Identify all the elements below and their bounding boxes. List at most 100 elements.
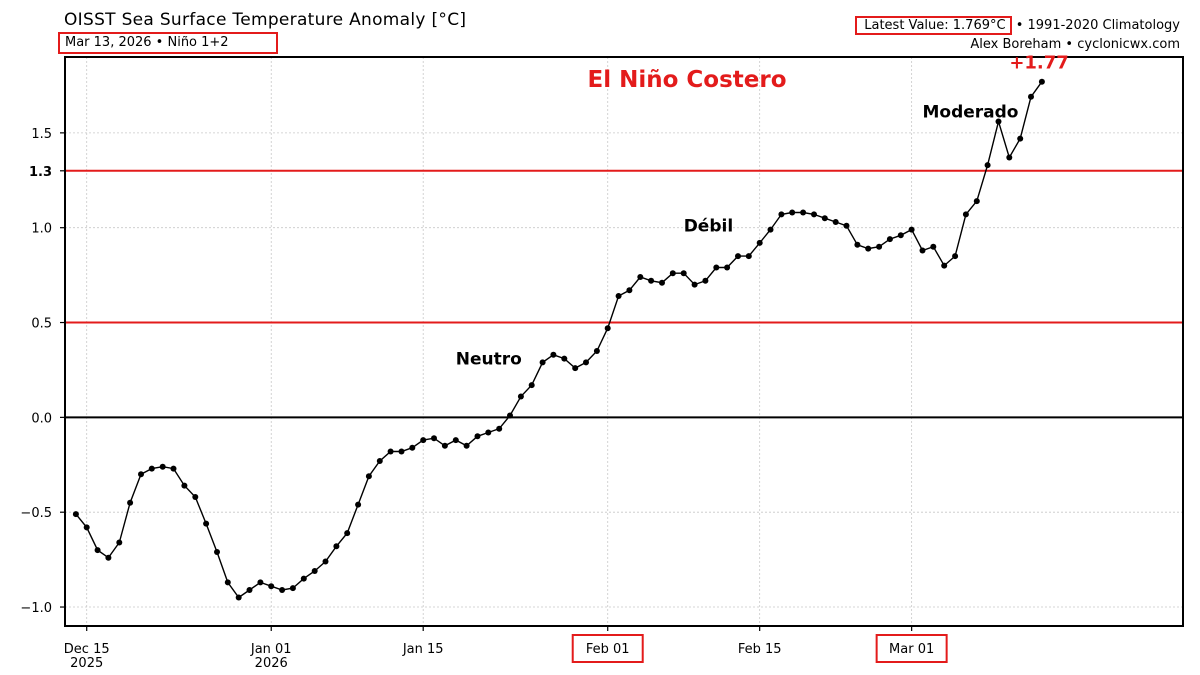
data-point — [257, 579, 264, 586]
y-tick-label: 1.3 — [29, 165, 52, 180]
data-point — [420, 437, 427, 444]
annotation-label: Débil — [684, 216, 733, 236]
annotation-label: Neutro — [456, 349, 522, 369]
data-point — [322, 558, 329, 565]
annotation-label: +1.77 — [1009, 52, 1069, 73]
data-point — [637, 274, 644, 280]
data-point — [832, 219, 839, 225]
data-point — [517, 393, 524, 400]
data-point — [735, 253, 741, 260]
data-point — [1017, 135, 1024, 142]
data-point — [908, 226, 915, 233]
data-point — [463, 442, 470, 449]
series-line — [75, 81, 1043, 599]
data-point — [507, 412, 513, 419]
data-point — [854, 241, 861, 248]
data-point — [865, 245, 872, 252]
data-point — [268, 583, 275, 590]
data-point — [615, 293, 622, 299]
data-point — [1028, 93, 1034, 100]
data-point — [474, 433, 481, 440]
data-point — [724, 264, 731, 271]
data-point — [148, 465, 155, 472]
data-point — [235, 594, 242, 601]
data-point — [344, 530, 351, 537]
data-point — [789, 209, 796, 216]
x-tick-label: Jan 01 — [250, 642, 292, 657]
data-point — [496, 425, 503, 432]
data-point — [192, 494, 199, 500]
credit-label: Alex Boreham • cyclonicwx.com — [970, 37, 1180, 52]
data-point — [659, 279, 665, 286]
climatology-label: • 1991-2020 Climatology — [1015, 18, 1180, 33]
data-point — [441, 442, 448, 449]
annotation-label: Moderado — [922, 103, 1018, 123]
data-point — [485, 429, 492, 436]
data-point — [387, 448, 394, 455]
plot-title: El Niño Costero — [587, 67, 786, 93]
date-region-label: Mar 13, 2026 • Niño 1+2 — [58, 32, 278, 54]
latest-line: Latest Value: 1.769°C • 1991-2020 Climat… — [855, 16, 1180, 35]
data-point — [669, 270, 676, 277]
x-tick-label: Feb 15 — [738, 642, 782, 657]
data-point — [452, 437, 459, 444]
y-tick-label: 1.0 — [31, 222, 52, 237]
data-point — [1006, 154, 1013, 161]
data-point — [333, 543, 340, 550]
data-point — [528, 382, 535, 389]
data-point — [745, 253, 752, 260]
data-point — [702, 277, 709, 284]
data-point — [800, 209, 807, 216]
data-point — [941, 262, 948, 269]
data-point — [409, 444, 416, 451]
x-tick-year-label: 2025 — [70, 656, 103, 671]
data-point — [116, 539, 123, 546]
x-tick-label: Dec 15 — [64, 642, 110, 657]
data-point — [680, 270, 687, 277]
data-point — [593, 348, 600, 354]
data-point — [604, 325, 611, 332]
data-point — [550, 351, 557, 358]
x-tick-label: Jan 15 — [402, 642, 444, 657]
data-point — [539, 359, 546, 366]
data-point — [572, 365, 579, 372]
x-tick-year-label: 2026 — [255, 656, 288, 671]
data-point — [886, 236, 893, 243]
data-point — [94, 547, 101, 554]
data-point — [431, 435, 437, 442]
data-point — [311, 568, 318, 574]
data-point — [138, 471, 144, 478]
data-point — [170, 465, 177, 472]
data-point — [289, 585, 296, 592]
data-point — [973, 198, 980, 205]
data-point — [583, 359, 589, 366]
data-point — [203, 520, 210, 527]
data-point — [355, 501, 362, 508]
data-point — [713, 264, 720, 271]
data-point — [843, 222, 850, 229]
y-tick-label: 1.5 — [31, 127, 52, 142]
data-point — [224, 579, 231, 586]
x-tick-label: Feb 01 — [586, 642, 630, 657]
y-tick-label: 0.5 — [31, 317, 52, 332]
data-point — [127, 499, 134, 506]
data-point — [246, 587, 253, 593]
x-tick-highlight-box — [571, 634, 644, 663]
data-point — [365, 473, 372, 480]
data-point — [214, 549, 220, 555]
data-point — [1038, 78, 1045, 85]
data-point — [995, 118, 1002, 125]
data-point — [930, 243, 937, 250]
y-tick-label: 0.0 — [31, 411, 52, 426]
data-point — [105, 554, 112, 561]
data-point — [279, 587, 286, 593]
data-point — [767, 226, 774, 233]
data-point — [398, 448, 405, 455]
data-point — [626, 287, 633, 294]
data-point — [919, 247, 926, 254]
y-tick-label: −1.0 — [20, 601, 52, 616]
data-point — [561, 355, 568, 362]
data-point — [648, 277, 655, 284]
data-point — [984, 162, 991, 169]
data-point — [83, 524, 90, 531]
